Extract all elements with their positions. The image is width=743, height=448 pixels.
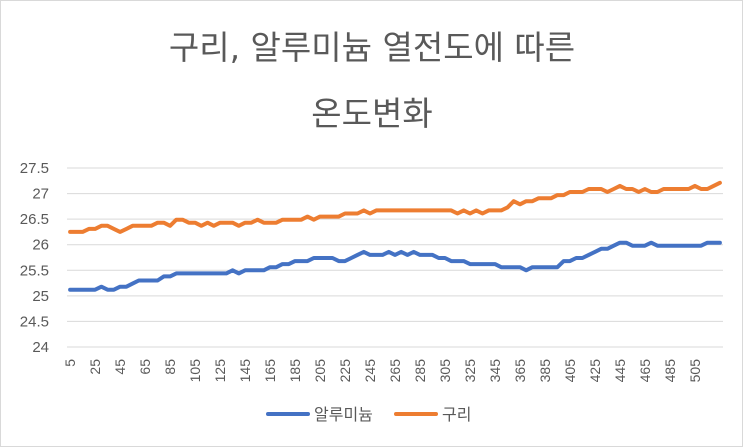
y-tick-label: 27.5 [20,160,49,177]
x-tick-label: 245 [362,359,378,383]
x-tick-label: 25 [87,359,103,375]
y-tick-label: 25 [32,288,49,305]
x-tick-label: 225 [337,359,353,383]
x-tick-label: 125 [212,359,228,383]
y-tick-label: 25.5 [20,262,49,279]
y-tick-label: 26 [32,237,49,254]
x-tick-label: 85 [162,359,178,375]
legend-label: 구리 [442,405,471,424]
x-tick-label: 45 [112,359,128,375]
x-tick-label: 5 [62,359,78,367]
x-tick-label: 285 [412,359,428,383]
x-tick-label: 405 [562,359,578,383]
x-tick-label: 425 [587,359,603,383]
series-line-aluminum [68,240,722,292]
x-tick-label: 205 [312,359,328,383]
x-tick-label: 485 [662,359,678,383]
y-tick-label: 24 [32,339,49,356]
x-tick-label: 365 [512,359,528,383]
y-axis-ticks: 24 24.5 25 25.5 26 26.5 27 27.5 [20,160,49,356]
y-tick-label: 26.5 [20,211,49,228]
x-tick-label: 165 [262,359,278,383]
y-tick-label: 27 [32,186,49,203]
x-tick-label: 345 [487,359,503,383]
x-tick-label: 385 [537,359,553,383]
legend: 알루미늄 구리 [266,405,471,424]
chart-title-line-1: 구리, 알루미늄 열전도에 따른 [169,28,575,67]
x-axis-ticks: 5 25 45 65 85 105 125 145 165 185 205 225 245 265 285 3… [62,359,703,383]
x-tick-label: 265 [387,359,403,383]
x-tick-label: 505 [687,359,703,383]
x-tick-label: 305 [437,359,453,383]
series-lines [68,180,722,292]
y-tick-label: 24.5 [20,313,49,330]
x-tick-label: 145 [237,359,253,383]
x-tick-label: 105 [187,359,203,383]
legend-label: 알루미늄 [314,405,373,424]
gridlines [67,167,723,348]
x-tick-label: 465 [637,359,653,383]
x-tick-label: 325 [462,359,478,383]
x-tick-label: 445 [612,359,628,383]
series-line-copper [68,180,722,234]
x-tick-label: 185 [287,359,303,383]
x-tick-label: 65 [137,359,153,375]
chart-title-line-2: 온도변화 [311,94,432,133]
